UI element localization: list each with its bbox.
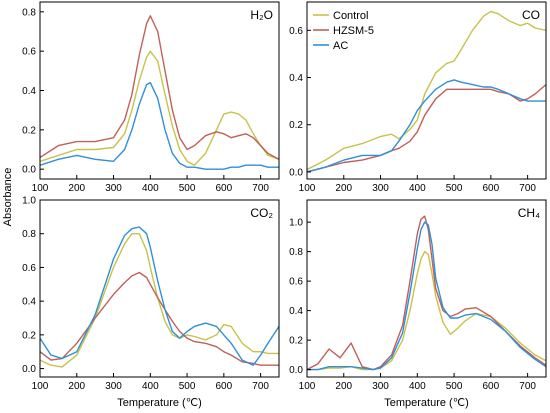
legend-label-ac: AC <box>333 40 348 52</box>
legend-label-control: Control <box>333 10 368 22</box>
x-tick-label-h2o-1: 200 <box>68 183 85 194</box>
panel-title-co2: CO₂ <box>250 206 273 220</box>
series-line-ac-h2o <box>40 81 279 170</box>
x-tick-label-h2o-4: 500 <box>179 183 196 194</box>
series-line-ac-co2 <box>40 226 279 366</box>
x-tick-label-co-2: 300 <box>372 183 389 194</box>
plot-frame-co2 <box>39 199 280 378</box>
y-tick-label-co2-0: 0.0 <box>22 364 36 375</box>
y-tick-label-co-0: 0.0 <box>289 167 303 178</box>
x-tick-label-co2-3: 400 <box>142 381 159 392</box>
y-tick-label-h2o-1: 0.2 <box>22 125 36 136</box>
x-axis-label-ch4: Temperature (℃) <box>384 397 469 409</box>
x-tick-label-co-3: 400 <box>409 183 426 194</box>
x-axis-label-co2: Temperature (℃) <box>117 397 202 409</box>
panel-title-co: CO <box>522 8 540 22</box>
x-tick-label-ch4-1: 200 <box>335 381 352 392</box>
series-line-ac-ch4 <box>307 221 546 371</box>
y-tick-label-co-3: 0.6 <box>289 26 303 37</box>
x-tick-label-ch4-4: 500 <box>446 381 463 392</box>
x-tick-label-h2o-2: 300 <box>105 183 122 194</box>
panel-co2: 100 200 300 400 500 600 700 0.0 0.2 0.4 0.6 0.8 1.0 C… <box>22 196 280 409</box>
y-tick-label-co-1: 0.2 <box>289 120 303 131</box>
x-tick-label-co2-0: 100 <box>32 381 49 392</box>
x-tick-label-co-0: 100 <box>299 183 316 194</box>
plot-frame-h2o <box>39 1 280 180</box>
series-line-control-co2 <box>40 233 279 368</box>
x-tick-label-h2o-5: 600 <box>216 183 233 194</box>
series-line-control-h2o <box>40 50 279 166</box>
y-tick-label-co2-3: 0.6 <box>22 263 36 274</box>
y-tick-label-co2-2: 0.4 <box>22 297 36 308</box>
y-tick-label-ch4-2: 0.4 <box>289 306 303 317</box>
x-tick-label-co2-1: 200 <box>68 381 85 392</box>
y-tick-label-co2-1: 0.2 <box>22 330 36 341</box>
panel-co: 100 200 300 400 500 600 700 0.0 0.2 0.4 0.6 CO Contr… <box>289 1 547 194</box>
series-line-control-co <box>307 10 546 171</box>
y-tick-label-co2-4: 0.8 <box>22 229 36 240</box>
y-tick-label-ch4-5: 1.0 <box>289 218 303 229</box>
x-tick-label-ch4-6: 700 <box>519 381 536 392</box>
x-tick-label-ch4-2: 300 <box>372 381 389 392</box>
shared-y-axis-label: Absorbance <box>2 168 14 227</box>
y-tick-label-co-2: 0.4 <box>289 73 303 84</box>
panel-title-h2o: H₂O <box>250 8 273 22</box>
x-tick-label-co-1: 200 <box>335 183 352 194</box>
panel-title-ch4: CH₄ <box>518 206 540 220</box>
x-tick-label-h2o-0: 100 <box>32 183 49 194</box>
x-tick-label-co-5: 600 <box>483 183 500 194</box>
y-tick-label-ch4-0: 0.0 <box>289 365 303 376</box>
y-tick-label-co2-5: 1.0 <box>22 196 36 207</box>
y-tick-label-h2o-0: 0.0 <box>22 165 36 176</box>
x-tick-label-co2-4: 500 <box>179 381 196 392</box>
x-tick-label-co2-2: 300 <box>105 381 122 392</box>
series-line-hzsm-5-h2o <box>40 15 279 160</box>
panel-h2o: 100 200 300 400 500 600 700 0.0 0.2 0.4 0.6 0.8 H₂O <box>22 1 280 194</box>
y-tick-label-h2o-4: 0.8 <box>22 7 36 18</box>
legend-label-hzsm-5: HZSM-5 <box>333 25 374 37</box>
y-tick-label-h2o-2: 0.4 <box>22 86 36 97</box>
x-tick-label-ch4-0: 100 <box>299 381 316 392</box>
x-tick-label-co2-6: 700 <box>252 381 269 392</box>
panel-ch4: 100 200 300 400 500 600 700 0.0 0.2 0.4 0.6 0.8 1.0 C… <box>289 199 547 409</box>
y-tick-label-ch4-3: 0.6 <box>289 277 303 288</box>
legend: Control HZSM-5 AC <box>313 10 374 52</box>
y-tick-label-ch4-1: 0.2 <box>289 336 303 347</box>
y-tick-label-ch4-4: 0.8 <box>289 247 303 258</box>
series-line-hzsm-5-co <box>307 83 546 173</box>
plot-frame-ch4 <box>306 199 547 378</box>
series-line-ac-co <box>307 79 546 173</box>
series-line-hzsm-5-ch4 <box>307 215 546 371</box>
x-tick-label-co-4: 500 <box>446 183 463 194</box>
series-line-hzsm-5-co2 <box>40 271 279 366</box>
x-tick-label-h2o-6: 700 <box>252 183 269 194</box>
plot-frame-co <box>306 1 547 180</box>
x-tick-label-co2-5: 600 <box>216 381 233 392</box>
x-tick-label-ch4-5: 600 <box>483 381 500 392</box>
x-tick-label-h2o-3: 400 <box>142 183 159 194</box>
y-tick-label-h2o-3: 0.6 <box>22 47 36 58</box>
x-tick-label-co-6: 700 <box>519 183 536 194</box>
series-line-control-ch4 <box>307 250 546 371</box>
x-tick-label-ch4-3: 400 <box>409 381 426 392</box>
